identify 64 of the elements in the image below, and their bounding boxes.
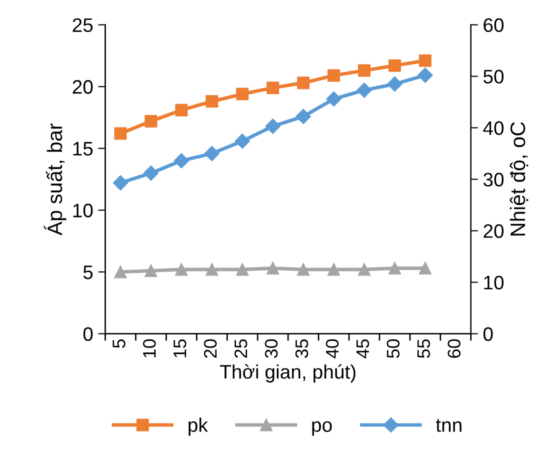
y-tick-label: 0 bbox=[83, 327, 93, 341]
point bbox=[418, 68, 433, 83]
point bbox=[234, 134, 250, 149]
x-tick-label: 15 bbox=[174, 339, 186, 358]
point bbox=[114, 266, 127, 278]
point bbox=[175, 104, 188, 116]
x-tick-label: 40 bbox=[326, 339, 339, 358]
point bbox=[328, 69, 340, 82]
y-tick-label: 25 bbox=[72, 18, 93, 32]
x-tick-label: 10 bbox=[143, 339, 156, 358]
point bbox=[265, 118, 280, 134]
point bbox=[144, 264, 158, 277]
x-tick-label: 55 bbox=[417, 339, 430, 358]
point bbox=[358, 64, 371, 77]
point bbox=[356, 82, 372, 98]
point bbox=[114, 127, 127, 140]
legend-label: pk bbox=[188, 418, 208, 436]
point bbox=[388, 262, 401, 274]
point bbox=[144, 114, 158, 128]
point bbox=[388, 59, 401, 72]
x-tick-label: 30 bbox=[264, 339, 278, 358]
point bbox=[418, 54, 432, 67]
y-tick-label: 20 bbox=[72, 80, 93, 94]
y-tick-label: 15 bbox=[73, 142, 93, 156]
point bbox=[266, 262, 280, 274]
point bbox=[236, 263, 249, 276]
legend-label: po bbox=[312, 421, 332, 436]
y2-tick-label: 0 bbox=[483, 327, 493, 341]
point bbox=[387, 76, 402, 92]
point bbox=[326, 91, 342, 107]
point bbox=[175, 263, 188, 276]
x-tick-label: 60 bbox=[448, 339, 461, 358]
point bbox=[112, 175, 128, 190]
x-tick-label: 5 bbox=[112, 339, 126, 348]
x-tick-label: 35 bbox=[295, 339, 308, 358]
y2-tick-label: 10 bbox=[484, 276, 504, 290]
y2-tick-label: 30 bbox=[483, 172, 504, 187]
y2-tick-label: 40 bbox=[483, 121, 504, 136]
point bbox=[296, 108, 311, 124]
y-tick-label: 5 bbox=[83, 266, 93, 280]
point bbox=[266, 82, 280, 94]
point bbox=[236, 88, 249, 100]
y2-tick-label: 50 bbox=[483, 70, 504, 84]
point bbox=[328, 263, 340, 276]
x-tick-label: 25 bbox=[234, 339, 248, 358]
legend-label: tnn bbox=[436, 419, 462, 432]
point bbox=[297, 263, 310, 276]
y2-tick-label: 60 bbox=[484, 18, 504, 32]
y2-axis-title: Nhiệt độ, oC bbox=[510, 122, 528, 236]
point bbox=[297, 76, 310, 90]
x-axis-title: Thời gian, phút) bbox=[220, 364, 356, 383]
x-tick-label: 45 bbox=[356, 339, 370, 358]
x-tick-label: 50 bbox=[386, 339, 400, 358]
y-tick-label: 10 bbox=[73, 204, 93, 218]
x-tick-label: 20 bbox=[204, 339, 217, 358]
point bbox=[143, 166, 159, 181]
point bbox=[206, 263, 218, 276]
point bbox=[358, 263, 371, 276]
y2-tick-label: 20 bbox=[484, 224, 504, 238]
y-axis-title: Áp suất, bar bbox=[44, 123, 66, 236]
point bbox=[174, 153, 190, 168]
point bbox=[418, 262, 432, 274]
point bbox=[206, 95, 218, 108]
point bbox=[204, 146, 220, 162]
